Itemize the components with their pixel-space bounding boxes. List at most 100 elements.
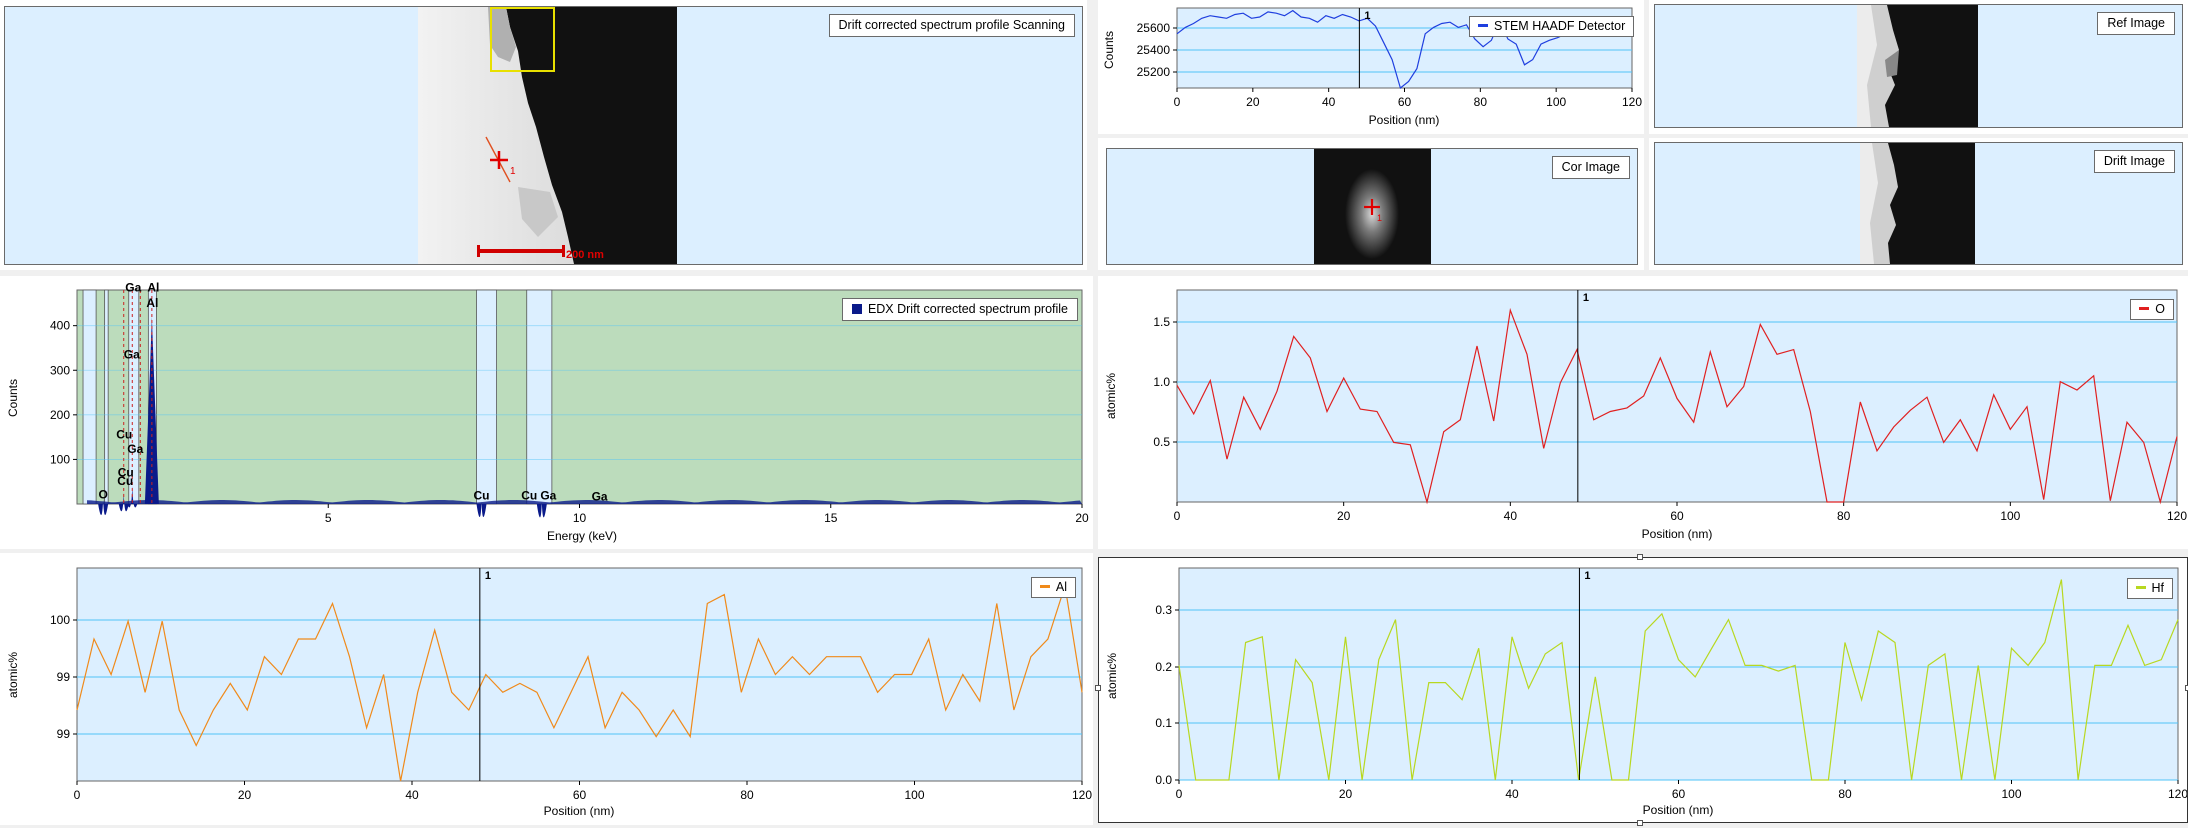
selection-box[interactable]: [490, 7, 555, 72]
al-profile-chart[interactable]: 99 99 100 0 20 40 60 80 100 120 1 atomic% Positio…: [0, 553, 1093, 825]
hf-ytick-label: 0.3: [1155, 603, 1172, 617]
selection-handle-left[interactable]: [1095, 685, 1101, 691]
drift-image[interactable]: [1860, 143, 1975, 264]
haadf-legend-text: STEM HAADF Detector: [1494, 19, 1626, 33]
hf-profile-chart[interactable]: 0.0 0.1 0.2 0.3 0 20 40 60 80 100 120 1 atomic% Po…: [1099, 558, 2188, 822]
o-legend: O: [2130, 299, 2174, 320]
hf-xtick-label: 20: [1339, 787, 1353, 801]
haadf-xtick-label: 100: [1546, 95, 1566, 109]
ref-image-frame: Ref Image: [1654, 4, 2183, 128]
spectrum-ytick-label: 400: [50, 319, 70, 333]
drift-image-graphic: [1860, 143, 1975, 264]
haadf-xtick-label: 120: [1622, 95, 1642, 109]
spectrum-roi-band: [82, 289, 97, 505]
cor-image-graphic: 1: [1314, 149, 1431, 264]
hf-profile-panel[interactable]: 0.0 0.1 0.2 0.3 0 20 40 60 80 100 120 1 atomic% Po…: [1095, 554, 2188, 826]
spectrum-peak-label: Cu: [117, 474, 133, 488]
haadf-chart[interactable]: Counts Position (nm) 25200 25400 25600 0 20 4…: [1098, 0, 1644, 134]
hf-ylabel: atomic%: [1105, 653, 1119, 699]
spectrum-xtick-label: 15: [824, 511, 838, 525]
spectrum-peak-label: Al: [147, 280, 159, 294]
cor-image-panel: 1 Cor Image: [1098, 138, 1644, 270]
selection-handle-top[interactable]: [1637, 554, 1643, 560]
cor-image-title-text: Cor Image: [1561, 160, 1620, 174]
cor-image[interactable]: 1: [1314, 149, 1431, 264]
spectrum-ytick-label: 300: [50, 363, 70, 377]
o-ytick-label: 1.5: [1153, 315, 1170, 329]
al-xtick-label: 120: [1072, 788, 1092, 802]
hf-xtick-label: 80: [1838, 787, 1852, 801]
o-xtick-label: 40: [1504, 509, 1518, 523]
haadf-series-line: [1176, 9, 1633, 90]
selection-handle-bottom[interactable]: [1637, 820, 1643, 826]
o-xtick-label: 120: [2167, 509, 2187, 523]
spectrum-peak-label: Cu: [118, 465, 134, 479]
spectrum-roi-band: [104, 289, 109, 505]
haadf-xtick-label: 20: [1246, 95, 1260, 109]
haadf-xtick-label: 80: [1474, 95, 1488, 109]
hf-xtick-label: 0: [1176, 787, 1183, 801]
drift-image-frame: Drift Image: [1654, 142, 2183, 265]
spectrum-legend: EDX Drift corrected spectrum profile: [841, 298, 1078, 321]
al-legend-text: Al: [1055, 580, 1067, 594]
hf-ytick-label: 0.1: [1155, 716, 1172, 730]
o-ytick-label: 1.0: [1153, 375, 1170, 389]
ref-image-title-text: Ref Image: [2107, 16, 2165, 30]
spectrum-peak-label: Cu: [116, 428, 132, 442]
spectrum-roi-band: [476, 289, 497, 505]
hf-ytick-label: 0.2: [1155, 660, 1172, 674]
spectrum-peak: [98, 498, 109, 516]
ref-image-panel: Ref Image: [1649, 0, 2188, 134]
al-ytick-label: 100: [50, 613, 70, 627]
profile-marker[interactable]: [490, 151, 508, 169]
spectrum-peak-label: Ga: [124, 347, 140, 361]
spectrum-peak-label: Ga: [592, 490, 608, 504]
hf-series-line: [1178, 579, 2179, 781]
o-series-line: [1176, 307, 2178, 505]
main-image-panel: 1 200 nm Drift corrected spectrum profil…: [0, 0, 1087, 270]
o-profile-chart[interactable]: 0.5 1.0 1.5 0 20 40 60 80 100 120 1 atomic% Posit…: [1098, 276, 2188, 549]
ref-image[interactable]: [1857, 5, 1978, 127]
spectrum-panel: 100 200 300 400 5 10 15 20 O Cu Cu Ga Ga Cu Ga Al Al Cu C…: [0, 276, 1093, 549]
al-marker-label: 1: [485, 570, 491, 582]
ref-image-graphic: [1857, 5, 1978, 127]
o-xtick-label: 20: [1337, 509, 1351, 523]
haadf-ytick-label: 25400: [1137, 43, 1171, 57]
o-legend-text: O: [2155, 302, 2165, 316]
stem-image-graphic: 1 200 nm: [418, 7, 677, 264]
spectrum-ytick-label: 200: [50, 408, 70, 422]
al-xtick-label: 0: [74, 788, 81, 802]
al-xtick-label: 100: [904, 788, 924, 802]
spectrum-xtick-label: 5: [325, 511, 332, 525]
o-profile-panel: 0.5 1.0 1.5 0 20 40 60 80 100 120 1 atomic% Posit…: [1098, 276, 2188, 549]
haadf-ylabel: Counts: [1102, 31, 1116, 69]
selection-handle-right[interactable]: [2185, 685, 2188, 691]
spectrum-legend-swatch: [851, 304, 862, 314]
spectrum-ytick-label: 100: [50, 452, 70, 466]
o-xtick-label: 100: [2000, 509, 2020, 523]
hf-xtick-label: 100: [2001, 787, 2021, 801]
al-ylabel: atomic%: [6, 652, 20, 698]
al-xlabel: Position (nm): [544, 804, 615, 818]
haadf-ytick-label: 25600: [1137, 21, 1171, 35]
hf-ytick-label: 0.0: [1155, 773, 1172, 787]
spectrum-xlabel: Energy (keV): [547, 529, 617, 543]
stem-image[interactable]: 1 200 nm: [418, 7, 677, 264]
spectrum-peak-label: Cu: [521, 489, 537, 503]
al-xtick-label: 20: [238, 788, 252, 802]
haadf-legend: STEM HAADF Detector: [1469, 16, 1635, 37]
o-xtick-label: 80: [1837, 509, 1851, 523]
haadf-xtick-label: 60: [1398, 95, 1412, 109]
scale-bar-label: 200 nm: [566, 249, 604, 261]
drift-image-title-text: Drift Image: [2103, 154, 2165, 168]
spectrum-xtick-label: 10: [573, 511, 587, 525]
haadf-xtick-label: 0: [1174, 95, 1181, 109]
spectrum-xtick-label: 20: [1075, 511, 1089, 525]
al-xtick-label: 60: [573, 788, 587, 802]
al-profile-panel: 99 99 100 0 20 40 60 80 100 120 1 atomic% Positio…: [0, 553, 1093, 825]
al-legend-swatch: [1039, 585, 1050, 588]
spectrum-peak-label: Ga: [540, 489, 556, 503]
ref-image-title: Ref Image: [2097, 12, 2175, 35]
haadf-marker-label: 1: [1364, 10, 1370, 22]
